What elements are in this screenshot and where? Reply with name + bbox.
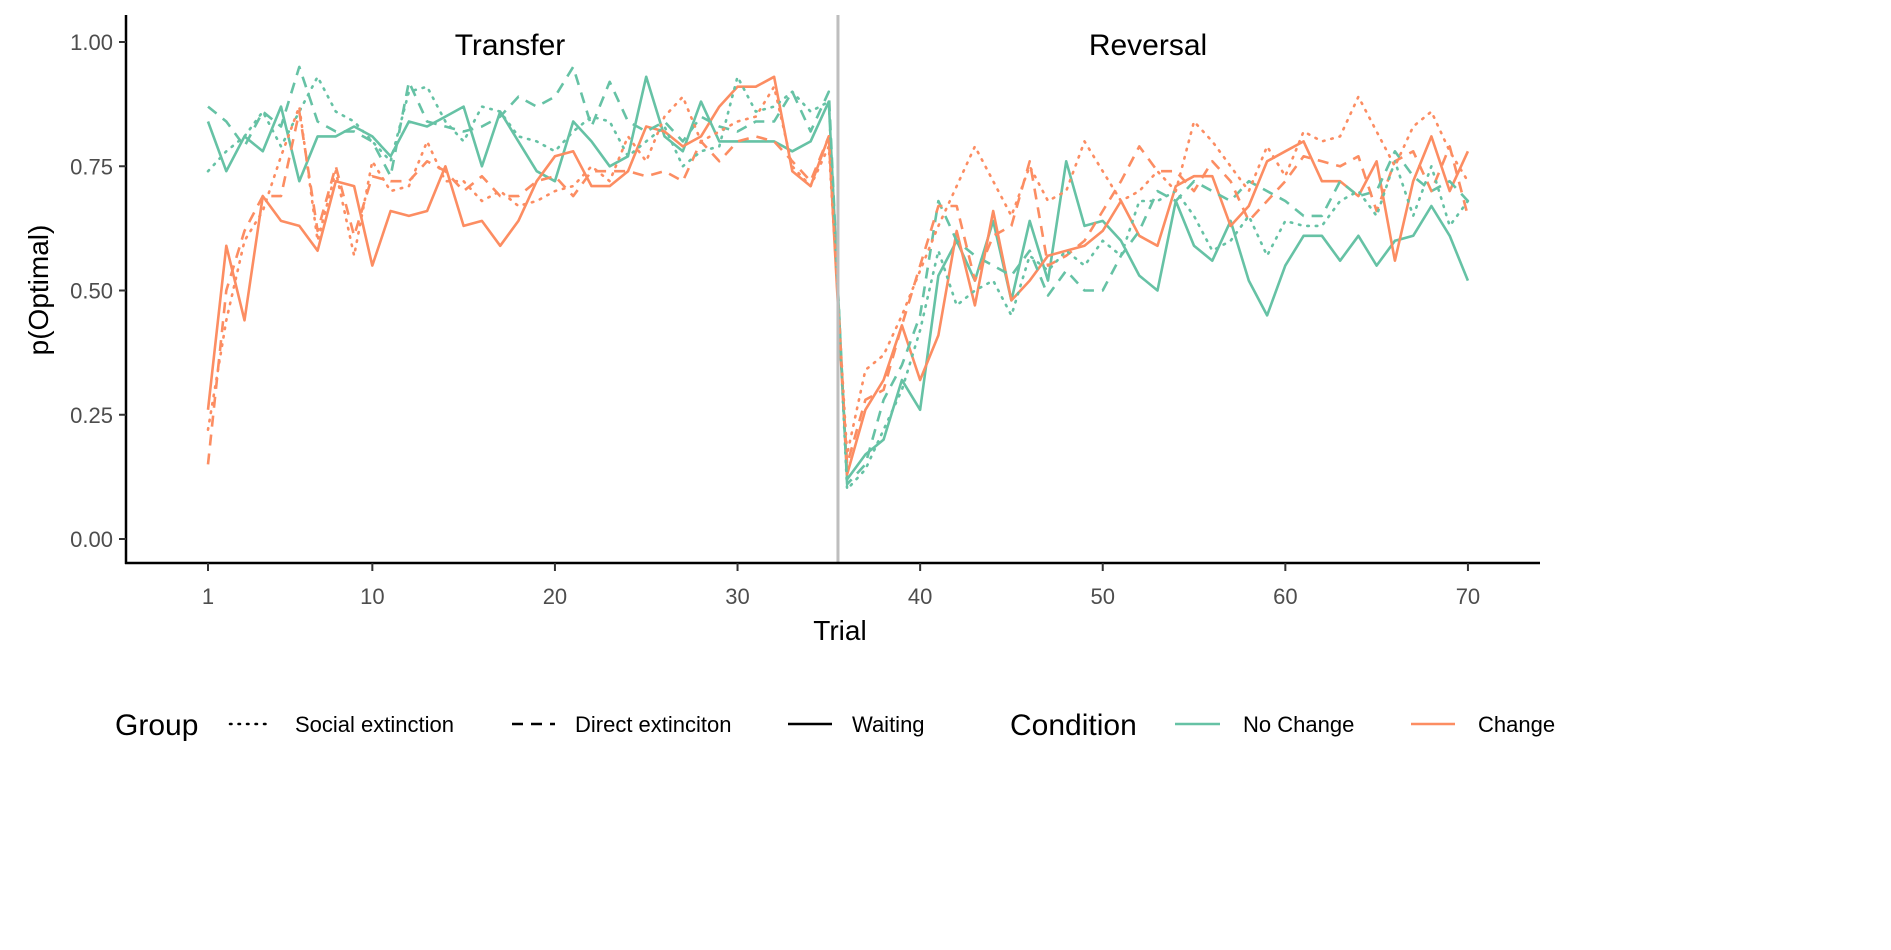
legend-label-waiting: Waiting bbox=[852, 712, 925, 737]
phase-label-reversal: Reversal bbox=[1089, 29, 1207, 62]
phase-label-transfer: Transfer bbox=[455, 29, 566, 62]
series-line-social-extinction-no-change bbox=[206, 75, 1470, 491]
x-tick-label: 20 bbox=[543, 584, 567, 609]
legend-label-no-change: No Change bbox=[1243, 712, 1354, 737]
y-tick-label: 0.75 bbox=[70, 154, 113, 179]
y-tick-label: 0.50 bbox=[70, 279, 113, 304]
legend-group-title: Group bbox=[115, 709, 198, 742]
legend: Group Social extinction Direct extincito… bbox=[115, 709, 1555, 742]
x-axis-title: Trial bbox=[813, 615, 866, 646]
x-tick-label: 60 bbox=[1273, 584, 1297, 609]
y-tick-label: 0.25 bbox=[70, 403, 113, 428]
y-axis-title: p(Optimal) bbox=[23, 225, 54, 356]
series-line-direct-extinciton-change bbox=[206, 110, 1470, 466]
legend-label-direct-extinction: Direct extinciton bbox=[575, 712, 732, 737]
x-tick-label: 30 bbox=[725, 584, 749, 609]
y-tick-label: 1.00 bbox=[70, 30, 113, 55]
y-ticks: 0.00 0.25 0.50 0.75 1.00 bbox=[70, 30, 126, 552]
x-tick-label: 1 bbox=[202, 584, 214, 609]
legend-label-change: Change bbox=[1478, 712, 1555, 737]
x-ticks: 1 10 20 30 40 50 60 70 bbox=[202, 563, 1480, 609]
x-tick-label: 70 bbox=[1456, 584, 1480, 609]
x-tick-label: 40 bbox=[908, 584, 932, 609]
x-tick-label: 10 bbox=[360, 584, 384, 609]
y-tick-label: 0.00 bbox=[70, 527, 113, 552]
legend-condition-title: Condition bbox=[1010, 709, 1137, 742]
legend-label-social-extinction: Social extinction bbox=[295, 712, 454, 737]
x-tick-label: 50 bbox=[1090, 584, 1114, 609]
